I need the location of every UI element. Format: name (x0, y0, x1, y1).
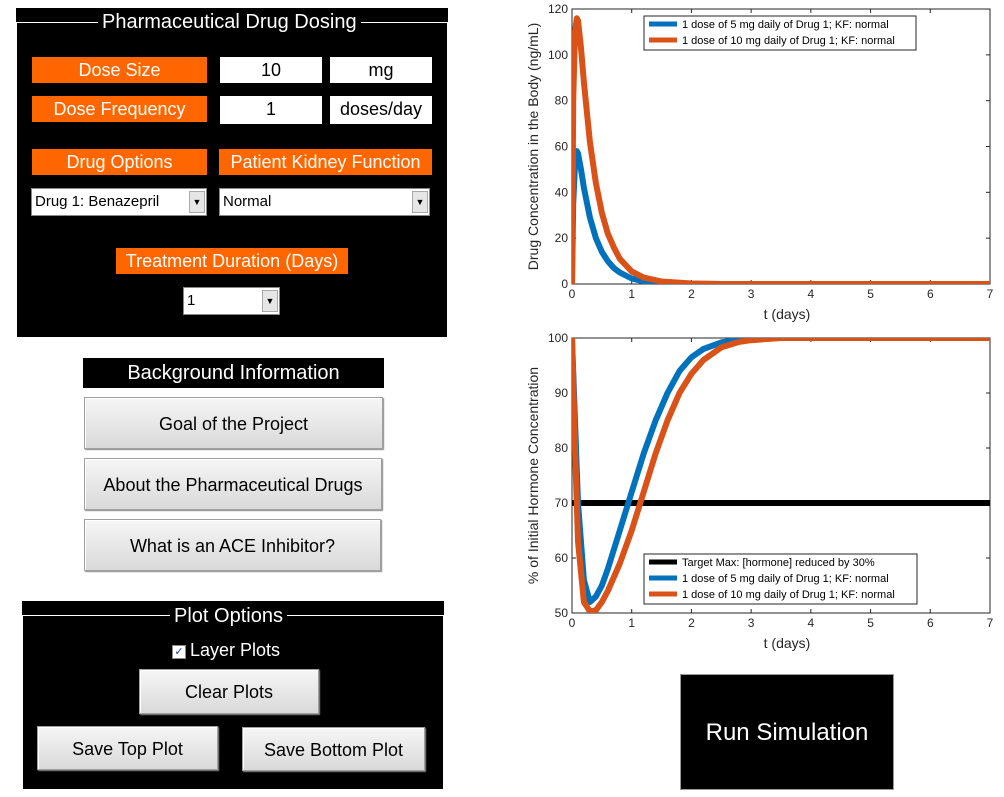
x-tick-label: 7 (987, 287, 994, 301)
drug-select-value: Drug 1: Benazepril (35, 193, 160, 210)
ace-inhibitor-button[interactable]: What is an ACE Inhibitor? (84, 519, 381, 571)
legend-entry: 1 dose of 10 mg daily of Drug 1; KF: nor… (682, 589, 895, 601)
y-tick-label: 90 (555, 386, 569, 400)
y-tick-label: 20 (555, 231, 569, 245)
y-tick-label: 50 (555, 606, 569, 620)
panel-border-left (22, 615, 23, 789)
plot-options-panel: Plot Options ✓ Layer Plots Clear Plots Sa… (22, 601, 444, 789)
dose-frequency-unit: doses/day (330, 96, 432, 124)
layer-plots-checkbox[interactable]: ✓ (172, 645, 186, 659)
x-tick-label: 4 (808, 287, 815, 301)
goal-of-project-button[interactable]: Goal of the Project (84, 397, 383, 449)
x-tick-label: 2 (688, 616, 695, 630)
kidney-function-select[interactable]: Normal ▼ (219, 188, 430, 216)
x-tick-label: 6 (927, 616, 934, 630)
y-tick-label: 70 (555, 496, 569, 510)
duration-select-value: 1 (187, 292, 196, 309)
x-axis-label: t (days) (764, 635, 811, 651)
y-tick-label: 80 (555, 441, 569, 455)
y-tick-label: 100 (548, 331, 568, 345)
dose-size-unit: mg (330, 57, 432, 83)
x-tick-label: 4 (808, 616, 815, 630)
legend-entry: 1 dose of 10 mg daily of Drug 1; KF: nor… (682, 35, 895, 47)
dosing-panel: Pharmaceutical Drug Dosing Dose Size 10 … (16, 8, 448, 338)
kidney-function-label: Patient Kidney Function (219, 149, 432, 175)
chevron-down-icon[interactable]: ▼ (189, 191, 205, 213)
y-tick-label: 60 (555, 551, 569, 565)
save-top-plot-button[interactable]: Save Top Plot (37, 726, 218, 770)
y-tick-label: 0 (561, 277, 568, 291)
x-tick-label: 3 (748, 287, 755, 301)
plot-options-title: Plot Options (170, 605, 287, 627)
chevron-down-icon[interactable]: ▼ (262, 290, 278, 312)
y-axis-label: % of Initial Hormone Concentration (525, 367, 541, 584)
about-drugs-button[interactable]: About the Pharmaceutical Drugs (84, 458, 382, 510)
x-tick-label: 3 (748, 616, 755, 630)
legend-box (643, 553, 918, 605)
y-axis-label: Drug Concentration in the Body (ng/mL) (525, 23, 541, 270)
x-tick-label: 1 (628, 287, 635, 301)
hormone-concentration-chart: 0 1 2 3 4 5 6 7 50 60 70 80 90 100 t (days) % of Initia… (525, 331, 994, 651)
panel-border-left (16, 22, 17, 338)
treatment-duration-label: Treatment Duration (Days) (116, 248, 348, 274)
dosing-panel-title: Pharmaceutical Drug Dosing (98, 11, 361, 33)
panel-border-right (447, 22, 448, 338)
x-tick-label: 6 (927, 287, 934, 301)
dose-size-input[interactable]: 10 (220, 57, 322, 83)
layer-plots-checkbox-row[interactable]: ✓ Layer Plots (172, 639, 280, 661)
series-line (572, 15, 990, 284)
x-axis-label: t (days) (764, 306, 811, 322)
dose-size-label: Dose Size (32, 57, 207, 83)
kidney-select-value: Normal (223, 193, 272, 210)
save-bottom-plot-button[interactable]: Save Bottom Plot (242, 727, 425, 771)
series-line (572, 148, 990, 284)
legend-entry: 1 dose of 5 mg daily of Drug 1; KF: norm… (682, 19, 889, 31)
panel-border-bottom (16, 337, 448, 338)
x-tick-label: 1 (628, 616, 635, 630)
legend-entry: 1 dose of 5 mg daily of Drug 1; KF: norm… (682, 573, 889, 585)
background-info-header: Background Information (83, 358, 384, 388)
x-tick-label: 2 (688, 287, 695, 301)
drug-concentration-chart: 0 1 2 3 4 5 6 7 0 20 40 60 80 100 120 t (days) Drug Conc… (525, 2, 994, 322)
series-line (572, 338, 990, 613)
x-tick-label: 7 (987, 616, 994, 630)
y-tick-label: 60 (555, 140, 569, 154)
drug-options-label: Drug Options (32, 149, 207, 175)
run-simulation-button[interactable]: Run Simulation (680, 674, 894, 790)
x-tick-label: 5 (867, 616, 874, 630)
plot-area (571, 8, 991, 285)
y-tick-label: 80 (555, 94, 569, 108)
y-tick-label: 120 (548, 2, 568, 16)
clear-plots-button[interactable]: Clear Plots (139, 669, 319, 714)
legend-box (643, 15, 917, 51)
dose-frequency-input[interactable]: 1 (220, 96, 322, 124)
treatment-duration-select[interactable]: 1 ▼ (183, 287, 280, 315)
x-tick-label: 5 (867, 287, 874, 301)
chevron-down-icon[interactable]: ▼ (412, 191, 428, 213)
x-tick-label: 0 (569, 287, 576, 301)
series-line (572, 338, 990, 605)
drug-select[interactable]: Drug 1: Benazepril ▼ (31, 188, 207, 216)
layer-plots-label: Layer Plots (190, 640, 281, 660)
x-tick-label: 0 (569, 616, 576, 630)
y-tick-label: 40 (555, 185, 569, 199)
plot-area (571, 337, 991, 614)
legend-entry: Target Max: [hormone] reduced by 30% (682, 557, 875, 569)
dose-frequency-label: Dose Frequency (32, 96, 207, 122)
y-tick-label: 100 (548, 48, 568, 62)
panel-border-right (443, 615, 444, 789)
